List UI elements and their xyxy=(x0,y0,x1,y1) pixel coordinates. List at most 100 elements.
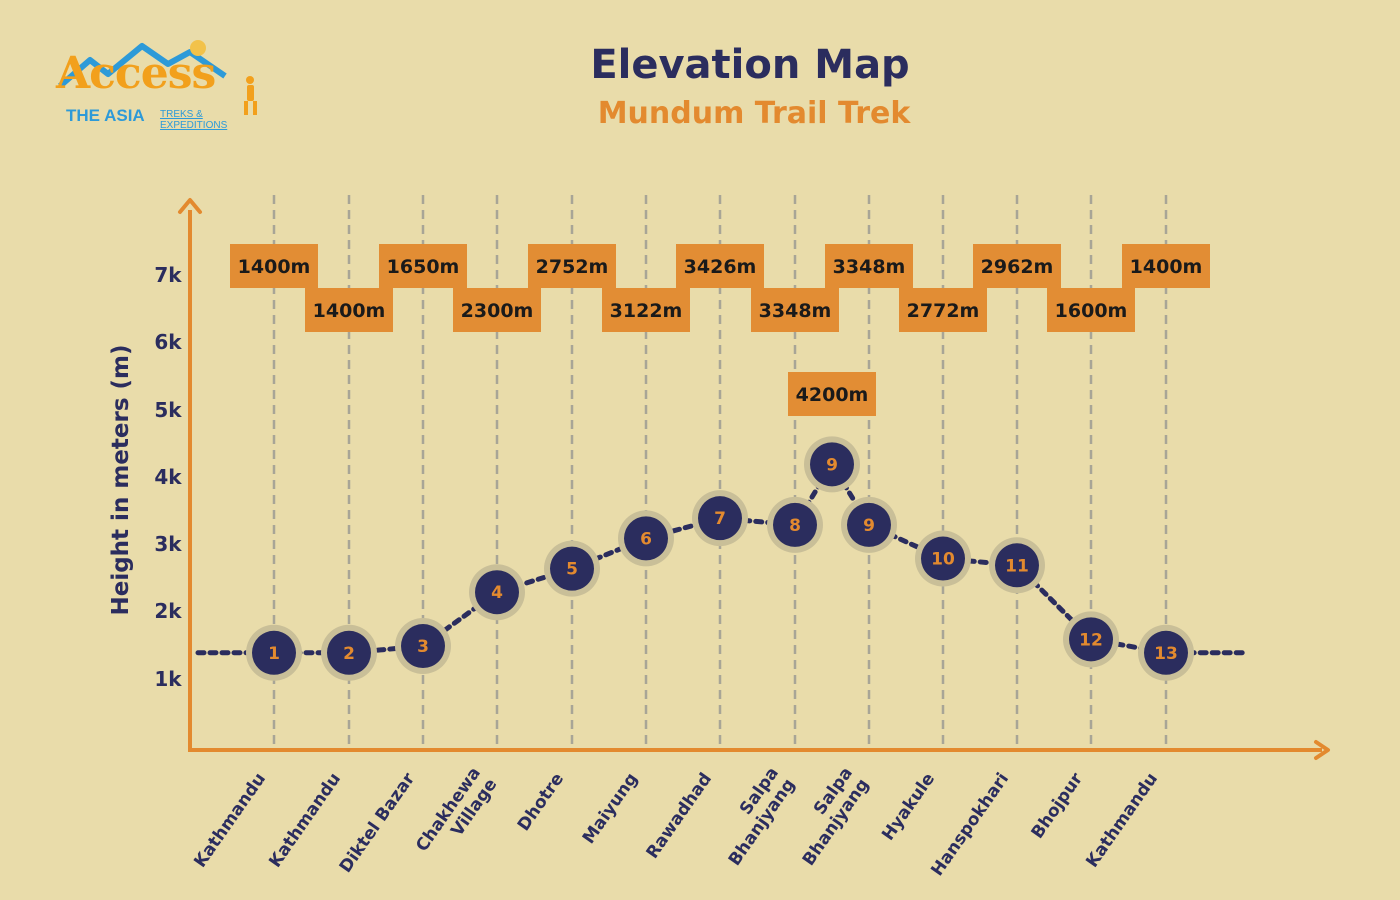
elevation-point: 2 xyxy=(321,624,377,681)
y-axis-arrow-icon xyxy=(178,198,202,214)
company-logo: Access THE ASIA TREKS & EXPEDITIONS xyxy=(50,36,270,136)
elevation-label-box xyxy=(305,288,393,332)
elevation-value-label: 2772m xyxy=(907,300,980,322)
point-marker xyxy=(475,570,519,615)
elevation-label: 3348m xyxy=(825,244,913,288)
point-number-label: 8 xyxy=(789,516,801,536)
point-number-label: 5 xyxy=(566,560,578,580)
elevation-point: 4 xyxy=(469,564,525,621)
x-category-label: Kathmandu xyxy=(190,769,270,871)
elevation-label: 1650m xyxy=(379,244,467,288)
elevation-value-label: 2962m xyxy=(981,256,1054,278)
chart-title: Elevation Map xyxy=(590,42,910,88)
point-number-label: 13 xyxy=(1154,644,1178,664)
elevation-label: 2962m xyxy=(973,244,1061,288)
y-tick-label: 1k xyxy=(154,667,182,691)
elevation-label-box xyxy=(676,244,764,288)
elevation-value-label: 3122m xyxy=(610,300,683,322)
elevation-point: 8 xyxy=(767,496,823,553)
elevation-point: 6 xyxy=(618,510,674,567)
elevation-label: 2772m xyxy=(899,288,987,332)
x-category-label: Kathmandu xyxy=(265,769,345,871)
y-axis-label: Height in meters (m) xyxy=(108,344,134,615)
elevation-value-label: 3348m xyxy=(833,256,906,278)
x-category-label-line: Bhojpur xyxy=(1028,769,1088,843)
x-category-label-line: Kathmandu xyxy=(190,769,270,871)
point-marker xyxy=(810,442,854,487)
elevation-label: 4200m xyxy=(788,372,876,416)
point-number-label: 9 xyxy=(826,455,838,475)
elevation-label: 2300m xyxy=(453,288,541,332)
point-marker xyxy=(773,502,817,547)
elevation-point: 1 xyxy=(246,624,302,681)
elevation-label-box xyxy=(973,244,1061,288)
chart-subtitle: Mundum Trail Trek xyxy=(597,96,911,131)
elevation-value-label: 2752m xyxy=(536,256,609,278)
point-number-label: 12 xyxy=(1079,630,1103,650)
point-number-label: 10 xyxy=(931,550,955,570)
x-category-label: ChakhewaVillage xyxy=(412,764,501,867)
x-category-label: Rawadhad xyxy=(643,769,717,862)
point-number-label: 6 xyxy=(640,529,652,549)
elevation-label-box xyxy=(751,288,839,332)
x-category-label-line: Maiyung xyxy=(579,769,642,847)
elevation-series-line xyxy=(195,459,1251,656)
elevation-label-box xyxy=(899,288,987,332)
point-marker xyxy=(995,543,1039,588)
y-tick-label: 7k xyxy=(154,263,182,287)
y-tick-label: 6k xyxy=(154,330,182,354)
elevation-label-box xyxy=(453,288,541,332)
point-marker xyxy=(921,536,965,581)
point-number-label: 2 xyxy=(343,644,355,664)
point-number-label: 7 xyxy=(714,509,726,529)
elevation-point: 9 xyxy=(841,496,897,553)
x-axis-arrow-icon xyxy=(1314,740,1330,760)
y-tick-label: 3k xyxy=(154,532,182,556)
elevation-point: 7 xyxy=(692,490,748,547)
elevation-point: 11 xyxy=(989,537,1045,594)
point-number-label: 9 xyxy=(863,516,875,536)
elevation-value-label: 4200m xyxy=(796,384,869,406)
x-category-label: SalpaBhanjyang xyxy=(708,764,799,870)
x-category-label: Bhojpur xyxy=(1028,769,1088,843)
x-category-label: Hanspokhari xyxy=(927,769,1013,879)
elevation-value-label: 3426m xyxy=(684,256,757,278)
point-marker xyxy=(624,516,668,561)
elevation-label: 3348m xyxy=(751,288,839,332)
y-tick-label: 4k xyxy=(154,465,182,489)
x-category-label: Maiyung xyxy=(579,769,642,847)
elevation-value-label: 1400m xyxy=(313,300,386,322)
x-category-label: Dhotre xyxy=(514,769,568,834)
point-marker xyxy=(1069,617,1113,662)
elevation-label-box xyxy=(230,244,318,288)
point-marker xyxy=(698,496,742,541)
elevation-label: 1400m xyxy=(305,288,393,332)
y-tick-label: 2k xyxy=(154,599,182,623)
elevation-label-box xyxy=(825,244,913,288)
point-marker xyxy=(1144,630,1188,675)
point-marker xyxy=(327,630,371,675)
point-number-label: 11 xyxy=(1005,556,1029,576)
x-category-label-line: Kathmandu xyxy=(265,769,345,871)
elevation-label-box xyxy=(602,288,690,332)
elevation-label-box xyxy=(788,372,876,416)
x-category-label-line: Diktel Bazar xyxy=(336,769,420,877)
elevation-label-box xyxy=(1047,288,1135,332)
logo-line-1: THE ASIA xyxy=(66,106,145,125)
x-category-label-line: Kathmandu xyxy=(1082,769,1162,871)
point-marker xyxy=(847,502,891,547)
elevation-point: 5 xyxy=(544,540,600,597)
point-marker xyxy=(401,624,445,669)
x-category-label-line: Dhotre xyxy=(514,769,568,834)
x-category-label: Kathmandu xyxy=(1082,769,1162,871)
elevation-value-label: 1400m xyxy=(1130,256,1203,278)
elevation-label: 3122m xyxy=(602,288,690,332)
point-number-label: 1 xyxy=(268,644,280,664)
elevation-label: 3426m xyxy=(676,244,764,288)
x-category-label: Diktel Bazar xyxy=(336,769,420,877)
elevation-label: 1400m xyxy=(230,244,318,288)
x-category-label: SalpaBhanjyang xyxy=(782,764,873,870)
y-tick-label: 5k xyxy=(154,398,182,422)
elevation-label-box xyxy=(528,244,616,288)
point-number-label: 3 xyxy=(417,637,429,657)
